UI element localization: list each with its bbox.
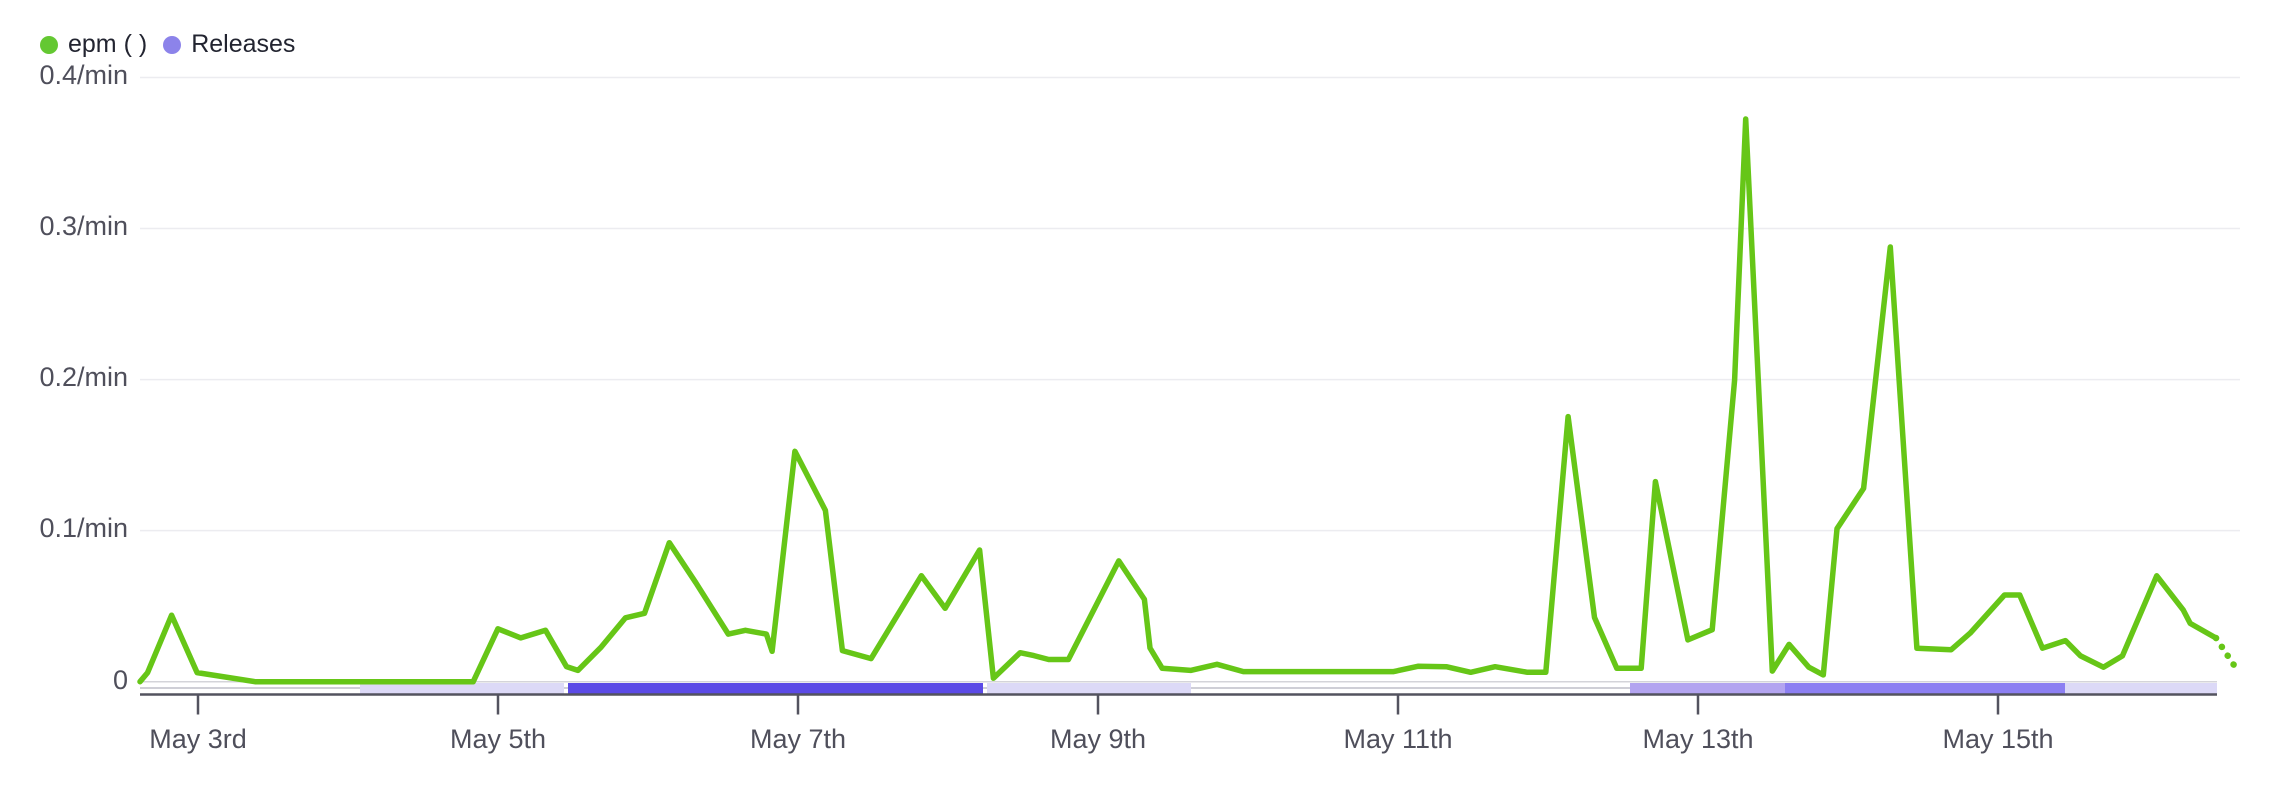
svg-text:0.1/min: 0.1/min <box>39 513 128 543</box>
svg-text:0: 0 <box>113 665 128 695</box>
svg-text:May 13th: May 13th <box>1642 724 1753 754</box>
svg-text:May 9th: May 9th <box>1050 724 1146 754</box>
svg-text:May 15th: May 15th <box>1942 724 2053 754</box>
svg-text:May 5th: May 5th <box>450 724 546 754</box>
svg-text:0.3/min: 0.3/min <box>39 211 128 241</box>
svg-text:0.4/min: 0.4/min <box>39 60 128 90</box>
svg-text:May 3rd: May 3rd <box>149 724 247 754</box>
svg-text:May 7th: May 7th <box>750 724 846 754</box>
svg-text:0.2/min: 0.2/min <box>39 362 128 392</box>
svg-text:May 11th: May 11th <box>1343 724 1452 754</box>
